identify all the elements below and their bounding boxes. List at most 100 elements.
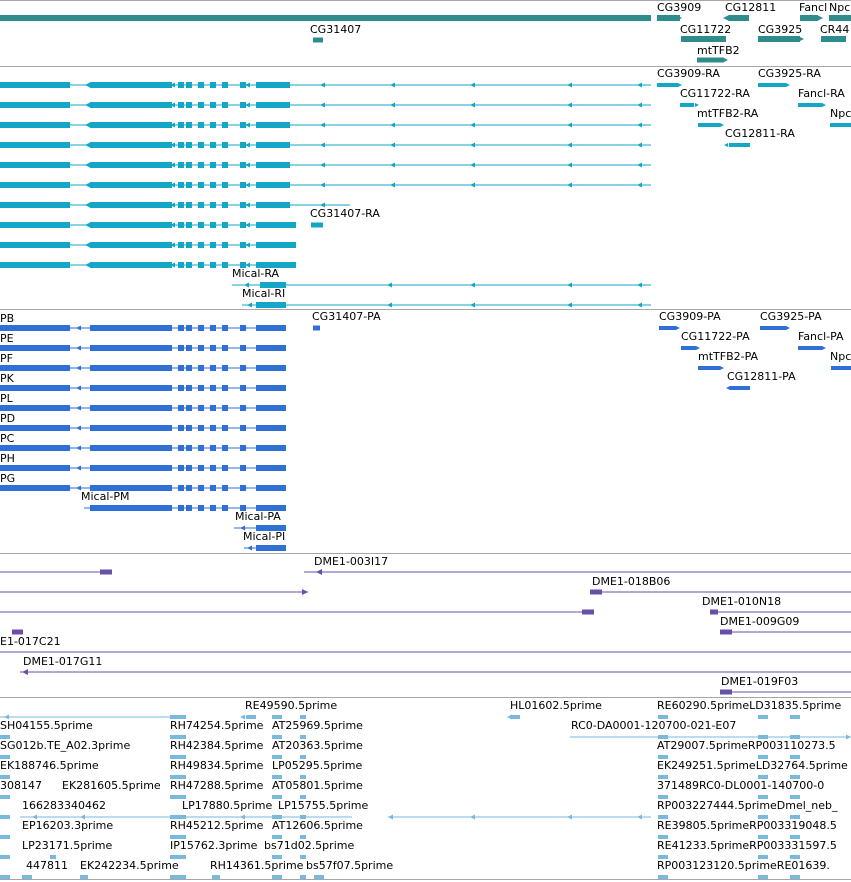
strand-arrow-left[interactable] xyxy=(85,142,90,148)
feature-block[interactable] xyxy=(256,142,290,148)
feature-block[interactable] xyxy=(0,102,70,108)
feature-block[interactable] xyxy=(790,735,800,739)
feature-block[interactable] xyxy=(178,142,184,148)
feature-block[interactable] xyxy=(272,735,282,739)
feature-block[interactable] xyxy=(170,715,186,719)
feature-block[interactable] xyxy=(272,755,282,759)
feature-block[interactable] xyxy=(798,103,822,107)
strand-arrow-left[interactable] xyxy=(247,545,252,551)
strand-arrow-left[interactable] xyxy=(85,182,90,188)
feature-block[interactable] xyxy=(240,365,246,371)
feature-block[interactable] xyxy=(758,855,768,859)
feature-block[interactable] xyxy=(178,122,184,128)
strand-arrow-left[interactable] xyxy=(76,405,81,411)
feature-block[interactable] xyxy=(590,589,602,595)
feature-block[interactable] xyxy=(186,162,192,168)
strand-arrow-right[interactable] xyxy=(678,83,682,87)
feature-block[interactable] xyxy=(178,162,184,168)
feature-block[interactable] xyxy=(758,815,768,819)
feature-block[interactable] xyxy=(300,755,306,759)
feature-block[interactable] xyxy=(0,162,70,168)
strand-arrow-left[interactable] xyxy=(76,485,81,491)
feature-block[interactable] xyxy=(186,365,192,371)
feature-block[interactable] xyxy=(210,182,216,188)
strand-arrow-left[interactable] xyxy=(170,262,175,268)
feature-block[interactable] xyxy=(831,366,851,370)
feature-block[interactable] xyxy=(272,855,282,859)
strand-arrow-left[interactable] xyxy=(320,82,325,88)
feature-block[interactable] xyxy=(658,795,668,799)
feature-block[interactable] xyxy=(222,345,228,351)
strand-arrow-right[interactable] xyxy=(676,15,682,21)
strand-arrow-left[interactable] xyxy=(470,102,475,108)
feature-block[interactable] xyxy=(198,505,204,511)
strand-arrow-left[interactable] xyxy=(637,814,642,820)
strand-arrow-right[interactable] xyxy=(676,326,680,330)
feature-block[interactable] xyxy=(240,405,246,411)
feature-block[interactable] xyxy=(240,142,246,148)
feature-block[interactable] xyxy=(758,715,768,719)
feature-block[interactable] xyxy=(790,855,800,859)
strand-arrow-left[interactable] xyxy=(170,814,175,820)
feature-block[interactable] xyxy=(198,182,204,188)
feature-block[interactable] xyxy=(0,222,70,228)
strand-arrow-left[interactable] xyxy=(507,714,512,720)
feature-block[interactable] xyxy=(198,485,204,491)
strand-arrow-left[interactable] xyxy=(85,162,90,168)
feature-block[interactable] xyxy=(256,545,286,551)
strand-arrow-right[interactable] xyxy=(822,346,826,350)
feature-block[interactable] xyxy=(658,815,668,819)
strand-arrow-left[interactable] xyxy=(637,102,642,108)
feature-block[interactable] xyxy=(681,346,696,350)
feature-block[interactable] xyxy=(0,855,10,859)
feature-block[interactable] xyxy=(178,345,184,351)
feature-block[interactable] xyxy=(170,855,186,859)
feature-block[interactable] xyxy=(256,82,290,88)
feature-block[interactable] xyxy=(0,735,10,739)
strand-arrow-left[interactable] xyxy=(247,302,252,308)
feature-block[interactable] xyxy=(198,385,204,391)
feature-block[interactable] xyxy=(256,202,290,208)
feature-block[interactable] xyxy=(210,345,216,351)
feature-block[interactable] xyxy=(758,735,768,739)
feature-block[interactable] xyxy=(0,385,70,391)
feature-block[interactable] xyxy=(720,689,732,695)
feature-block[interactable] xyxy=(186,505,192,511)
strand-arrow-left[interactable] xyxy=(85,222,90,228)
feature-block[interactable] xyxy=(178,102,184,108)
strand-arrow-left[interactable] xyxy=(567,142,572,148)
feature-block[interactable] xyxy=(272,875,282,879)
feature-block[interactable] xyxy=(240,242,246,248)
strand-arrow-left[interactable] xyxy=(470,182,475,188)
feature-block[interactable] xyxy=(240,262,246,268)
feature-block[interactable] xyxy=(758,835,768,839)
feature-block[interactable] xyxy=(222,162,228,168)
strand-arrow-left[interactable] xyxy=(637,82,642,88)
feature-block[interactable] xyxy=(170,875,186,879)
feature-block[interactable] xyxy=(186,102,192,108)
feature-block[interactable] xyxy=(730,386,750,390)
feature-block[interactable] xyxy=(222,262,228,268)
feature-block[interactable] xyxy=(90,425,172,431)
strand-arrow-right[interactable] xyxy=(720,366,724,370)
strand-arrow-left[interactable] xyxy=(567,102,572,108)
feature-block[interactable] xyxy=(300,775,306,779)
feature-block[interactable] xyxy=(186,485,192,491)
feature-block[interactable] xyxy=(0,122,70,128)
feature-block[interactable] xyxy=(698,366,720,370)
feature-block[interactable] xyxy=(186,82,192,88)
feature-block[interactable] xyxy=(90,405,172,411)
gene-feature[interactable] xyxy=(729,15,749,21)
strand-arrow-left[interactable] xyxy=(245,182,250,188)
feature-block[interactable] xyxy=(240,82,246,88)
strand-arrow-left[interactable] xyxy=(320,202,325,208)
strand-arrow-left[interactable] xyxy=(470,302,475,308)
feature-block[interactable] xyxy=(790,795,800,799)
strand-arrow-left[interactable] xyxy=(470,82,475,88)
feature-block[interactable] xyxy=(790,835,800,839)
feature-block[interactable] xyxy=(222,385,228,391)
strand-arrow-left[interactable] xyxy=(85,242,90,248)
strand-arrow-left[interactable] xyxy=(244,282,249,288)
feature-block[interactable] xyxy=(240,505,246,511)
feature-block[interactable] xyxy=(178,425,184,431)
